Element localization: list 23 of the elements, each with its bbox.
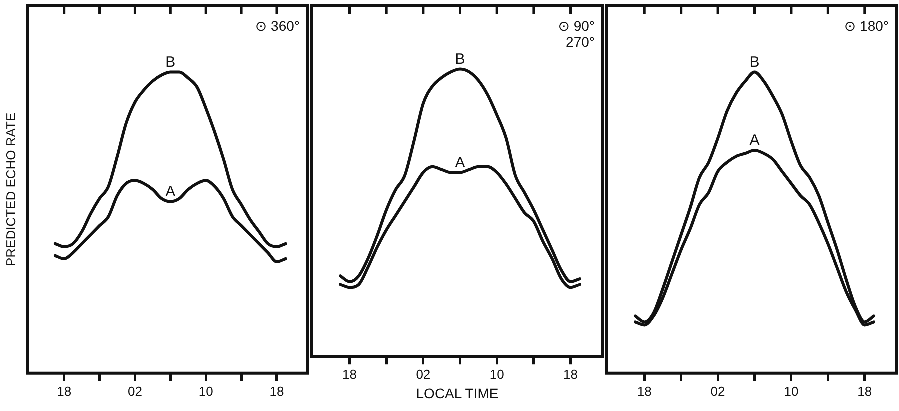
series-label: A: [166, 183, 176, 200]
x-tick-label: 02: [128, 384, 142, 399]
y-axis-title: PREDICTED ECHO RATE: [4, 112, 19, 267]
x-tick-label: 18: [342, 366, 357, 382]
series-label: B: [750, 54, 760, 71]
series-label: B: [455, 50, 466, 68]
series-label: A: [750, 132, 760, 150]
x-tick-label: 10: [490, 366, 504, 382]
x-tick-label: 10: [198, 384, 214, 399]
text: ⊙ 180°: [844, 18, 889, 34]
text: ⊙ 90° 270°: [558, 18, 595, 50]
series-label: A: [455, 154, 466, 172]
x-tick-label: 02: [416, 366, 431, 382]
x-tick-label: 18: [564, 366, 578, 382]
series-label: B: [166, 54, 176, 71]
x-tick-label: 10: [784, 384, 799, 399]
x-tick-label: 18: [57, 384, 72, 399]
x-tick-label: 02: [710, 384, 726, 399]
text: ⊙ 360°: [255, 18, 300, 34]
x-axis-title: LOCAL TIME: [416, 385, 499, 402]
x-tick-label: 18: [858, 384, 872, 399]
x-tick-label: 18: [270, 384, 284, 399]
x-tick-label: 18: [637, 384, 652, 399]
